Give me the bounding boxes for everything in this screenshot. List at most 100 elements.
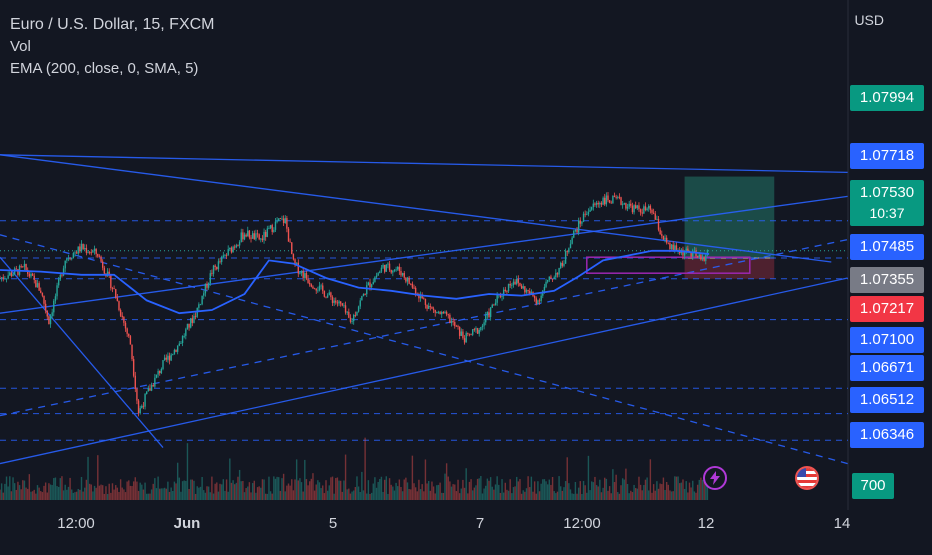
candle-body [64, 260, 66, 269]
volume-bar [577, 487, 580, 500]
candle-body [234, 246, 236, 248]
volume-bar [49, 484, 52, 500]
volume-bar [604, 477, 606, 500]
candle-body [194, 315, 197, 317]
candle-body [33, 275, 35, 280]
candle-body [299, 273, 301, 274]
candle-body [432, 308, 435, 310]
volume-bar [322, 485, 324, 500]
volume-bar [485, 485, 487, 500]
volume-bar [405, 477, 407, 500]
volume-bar [294, 479, 296, 500]
volume-bar [555, 493, 557, 500]
volume-bar [119, 479, 122, 500]
volume-bar [209, 492, 211, 500]
volume-bar [72, 492, 75, 500]
volume-bar [128, 480, 130, 500]
symbol-title[interactable]: Euro / U.S. Dollar, 15, FXCM [10, 16, 215, 33]
candle-body [349, 317, 352, 322]
candle-body [406, 277, 409, 282]
candle-body [599, 202, 601, 205]
currency-label[interactable]: USD [854, 12, 884, 28]
candle-body [305, 273, 308, 279]
candle-body [434, 309, 436, 313]
price-tag-stop: 1.07217 [850, 296, 924, 322]
candle-body [268, 228, 270, 230]
candle-body [555, 272, 557, 278]
volume-bar [193, 480, 195, 500]
price-tag-crosshair: 1.07355 [850, 267, 924, 293]
volume-bar [520, 493, 523, 500]
candle-body [310, 284, 313, 287]
candle-body [512, 281, 515, 285]
us-flag-icon[interactable] [795, 466, 819, 490]
volume-bar [266, 493, 269, 500]
candle-body [131, 344, 133, 360]
volume-indicator-label[interactable]: Vol [10, 38, 31, 55]
volume-bar [501, 479, 503, 500]
candle-body [74, 252, 76, 254]
ema-indicator-label[interactable]: EMA (200, close, 0, SMA, 5) [10, 60, 199, 77]
volume-bar [0, 489, 1, 500]
candle-body [328, 292, 330, 296]
volume-bar [374, 477, 376, 500]
candle-body [318, 285, 321, 291]
volume-bar [533, 481, 536, 500]
candle-body [649, 205, 652, 210]
candle-body [379, 271, 381, 274]
volume-bar [103, 493, 106, 500]
volume-bar [700, 477, 702, 500]
price-tag-level: 1.07100 [850, 327, 924, 353]
volume-bar [457, 479, 459, 500]
candle-body [639, 209, 642, 213]
candle-body [170, 354, 172, 361]
volume-bar [152, 483, 154, 500]
candle-body [61, 274, 63, 276]
candle-body [41, 292, 44, 296]
candle-body [361, 296, 363, 301]
volume-bar [362, 490, 365, 500]
candle-body [421, 294, 423, 299]
volume-bar [502, 492, 505, 500]
candle-body [154, 377, 156, 387]
volume-bar [87, 456, 89, 500]
volume-bar [403, 479, 405, 500]
candle-body [589, 209, 591, 212]
volume-bar [594, 476, 596, 500]
volume-bar [468, 481, 471, 500]
candle-body [449, 314, 451, 324]
candle-body [698, 254, 700, 258]
lightning-icon[interactable] [703, 466, 727, 490]
volume-bar [33, 489, 35, 500]
volume-bar [480, 476, 482, 500]
volume-bar [204, 492, 207, 500]
candle-body [485, 315, 487, 323]
volume-bar [261, 479, 264, 500]
volume-bar [331, 476, 334, 500]
candle-body [604, 197, 606, 205]
volume-bar [256, 487, 259, 500]
volume-bar [584, 485, 586, 500]
candle-body [186, 323, 189, 330]
candle-body [366, 285, 368, 295]
candle-body [478, 330, 480, 334]
candle-body [173, 349, 176, 355]
volume-bar [92, 491, 94, 500]
volume-bar [398, 479, 401, 500]
candle-body [103, 267, 106, 274]
candle-body [2, 277, 4, 279]
volume-bar [563, 487, 565, 500]
volume-bar [571, 493, 573, 500]
candle-body [444, 311, 446, 314]
volume-bar [300, 482, 303, 500]
candle-body [191, 318, 194, 323]
volume-bar [124, 492, 127, 500]
volume-bar [687, 492, 689, 500]
volume-bar [106, 493, 109, 500]
candle-body [620, 197, 622, 205]
candle-body [664, 237, 666, 240]
candle-body [426, 304, 428, 309]
volume-bar [568, 483, 570, 500]
